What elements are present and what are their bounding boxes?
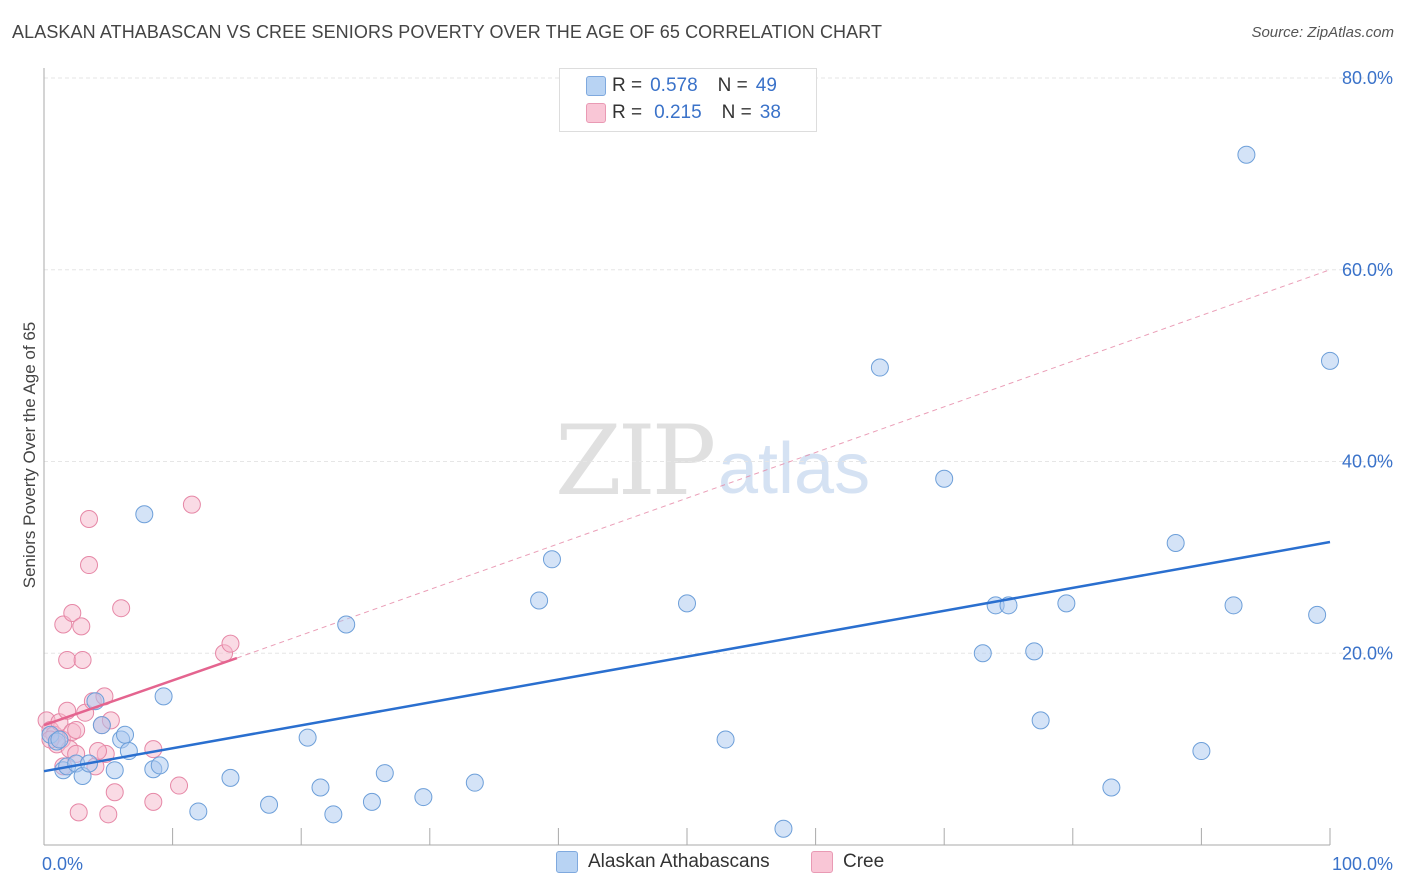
cree-point — [58, 650, 77, 669]
alaskan-point — [135, 505, 154, 524]
source-label: Source: ZipAtlas.com — [1251, 24, 1394, 41]
n-label: N = — [721, 102, 752, 123]
alaskan-point — [375, 764, 394, 783]
x-tick-label: 0.0% — [42, 854, 83, 874]
cree-point — [221, 634, 240, 653]
alaskan-trend-line — [43, 540, 1331, 773]
chart-title: ALASKAN ATHABASCAN VS CREE SENIORS POVER… — [12, 22, 883, 42]
r-label: R = — [612, 75, 643, 96]
alaskan-point — [530, 591, 549, 610]
legend-label-cree: Cree — [843, 851, 885, 872]
n-value: 49 — [755, 75, 777, 96]
cree-point — [112, 599, 131, 618]
alaskan-point — [973, 644, 992, 663]
alaskan-point — [1166, 533, 1185, 552]
alaskan-point — [1321, 351, 1339, 370]
cree-point — [73, 650, 92, 669]
series-legend: Alaskan Athabascans Cree — [0, 851, 1406, 877]
legend-item-alaskan: Alaskan Athabascans — [556, 851, 770, 873]
alaskan-point — [311, 778, 330, 797]
legend-row-cree: R = 0.215 N = 38 — [586, 101, 781, 125]
cree-point — [144, 792, 163, 811]
alaskan-point — [1192, 742, 1211, 761]
legend-item-cree: Cree — [811, 851, 884, 873]
alaskan-point — [92, 716, 111, 735]
alaskan-point — [105, 761, 124, 780]
legend-row-alaskan: R = 0.578 N = 49 — [586, 74, 777, 98]
alaskan-point — [324, 805, 343, 824]
alaskan-point — [116, 725, 135, 744]
alaskan-point — [678, 594, 696, 613]
cree-point — [72, 617, 91, 636]
alaskan-point — [1308, 605, 1327, 624]
correlation-legend: R = 0.578 N = 49 R = 0.215 N = 38 — [559, 68, 817, 132]
alaskan-point — [774, 819, 793, 838]
x-tick-label: 100.0% — [1332, 854, 1393, 874]
cree-trend-extension — [236, 269, 1331, 659]
r-label: R = — [612, 102, 643, 123]
legend-swatch-blue — [586, 76, 606, 96]
legend-swatch-blue — [556, 851, 578, 873]
legend-label-alaskan: Alaskan Athabascans — [588, 851, 770, 872]
alaskan-point — [716, 730, 735, 749]
alaskan-point — [221, 768, 240, 787]
cree-point — [80, 510, 99, 529]
alaskan-point — [189, 802, 208, 821]
r-value: 0.578 — [650, 75, 698, 96]
cree-point — [89, 742, 108, 761]
y-tick-label: 60.0% — [1342, 260, 1393, 280]
cree-point — [80, 556, 99, 575]
cree-point — [182, 495, 201, 514]
alaskan-point — [362, 792, 381, 811]
cree-point — [105, 783, 124, 802]
alaskan-point — [1025, 642, 1044, 661]
y-tick-label: 40.0% — [1342, 452, 1393, 472]
alaskan-point — [298, 728, 317, 747]
alaskan-point — [1237, 145, 1256, 164]
r-value: 0.215 — [654, 102, 702, 123]
alaskan-point — [260, 795, 279, 814]
cree-point — [170, 776, 189, 795]
alaskan-point — [935, 469, 954, 488]
alaskan-point — [1224, 596, 1243, 615]
alaskan-point — [1102, 778, 1121, 797]
alaskan-point — [150, 756, 169, 775]
cree-point — [67, 720, 86, 739]
alaskan-point — [542, 550, 561, 569]
legend-swatch-pink — [811, 851, 833, 873]
alaskan-point — [870, 358, 889, 377]
watermark-atlas: atlas — [718, 429, 871, 509]
alaskan-point — [1057, 594, 1076, 613]
cree-point — [69, 803, 88, 822]
alaskan-point — [1031, 711, 1050, 730]
cree-trend-line — [43, 656, 238, 727]
alaskan-point — [465, 773, 484, 792]
alaskan-point — [337, 615, 356, 634]
alaskan-point — [414, 788, 433, 807]
cree-point — [144, 740, 163, 759]
n-value: 38 — [759, 102, 781, 123]
alaskan-point — [50, 730, 69, 749]
alaskan-point — [154, 687, 173, 706]
y-tick-label: 80.0% — [1342, 68, 1393, 88]
legend-swatch-pink — [586, 103, 606, 123]
y-tick-label: 20.0% — [1342, 643, 1393, 663]
n-label: N = — [717, 75, 748, 96]
cree-point — [99, 805, 118, 824]
cree-point — [63, 603, 82, 622]
